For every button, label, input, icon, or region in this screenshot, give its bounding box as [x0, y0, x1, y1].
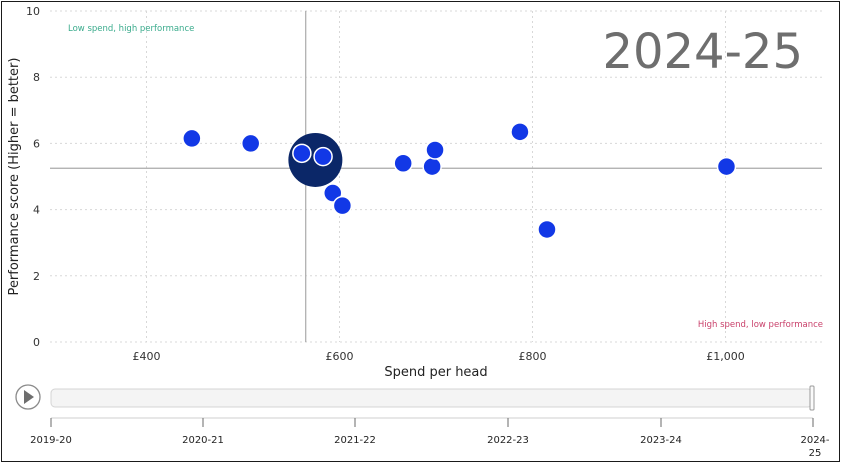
y-tick-label: 10	[26, 5, 40, 18]
timeline-label[interactable]: 2019-20	[30, 435, 72, 446]
play-button[interactable]	[15, 384, 41, 410]
period-label: 2024-25	[602, 24, 803, 80]
timeline-label[interactable]: 2023-24	[640, 435, 682, 446]
data-point[interactable]	[537, 219, 557, 240]
annotation-top-left: Low spend, high performance	[68, 24, 194, 34]
data-point[interactable]	[393, 153, 413, 174]
x-tick-label: £600	[326, 350, 354, 363]
data-point[interactable]	[313, 146, 333, 167]
data-point[interactable]	[422, 156, 442, 177]
timeline-label[interactable]: 2020-21	[182, 435, 224, 446]
data-point[interactable]	[425, 140, 445, 160]
x-tick-label: £400	[133, 350, 161, 363]
y-tick-label: 0	[33, 336, 40, 349]
data-point[interactable]	[510, 122, 530, 142]
data-point[interactable]	[182, 128, 202, 149]
x-tick-label: £1,000	[706, 350, 745, 363]
data-point[interactable]	[716, 156, 737, 177]
play-icon	[24, 390, 34, 404]
y-tick-label: 8	[33, 71, 40, 84]
timeline-label[interactable]: 2022-23	[487, 435, 529, 446]
x-axis-title: Spend per head	[384, 365, 487, 380]
data-point[interactable]	[332, 195, 353, 216]
timeline-handle[interactable]	[809, 385, 815, 411]
y-tick-label: 4	[33, 204, 40, 217]
timeline-track[interactable]	[50, 388, 813, 408]
y-tick-label: 6	[33, 137, 40, 150]
x-tick-label: £800	[519, 350, 547, 363]
timeline-label[interactable]: 2021-22	[334, 435, 376, 446]
y-tick-label: 2	[33, 270, 40, 283]
data-point[interactable]	[292, 143, 312, 164]
data-point[interactable]	[240, 133, 261, 154]
y-axis-title: Performance score (Higher = better)	[7, 58, 22, 296]
annotation-bottom-right: High spend, low performance	[698, 320, 823, 330]
timeline-label[interactable]: 2024-25	[800, 435, 829, 459]
